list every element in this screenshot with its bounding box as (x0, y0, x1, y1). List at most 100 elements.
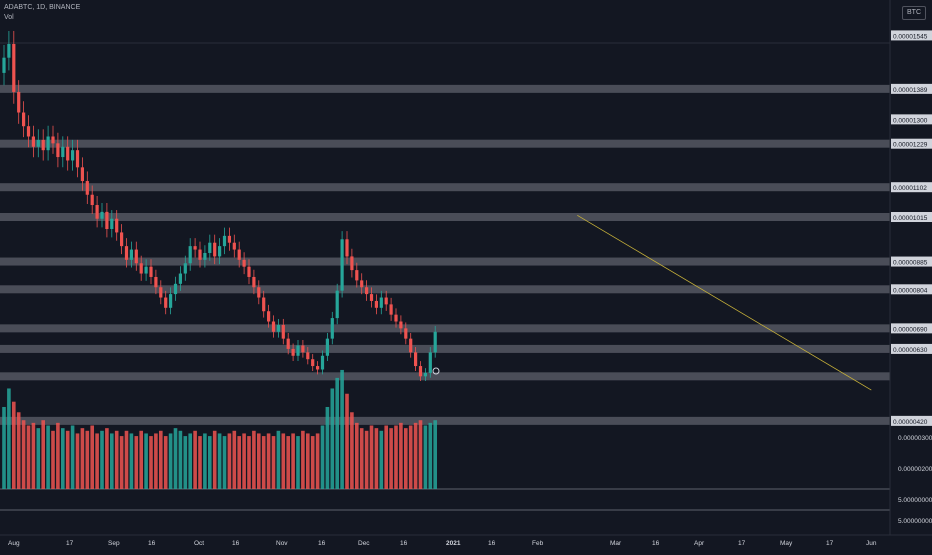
volume-bar (310, 436, 315, 489)
volume-bar (12, 401, 16, 489)
price-label-bg (891, 284, 932, 295)
zone-band (0, 183, 890, 192)
volume-bar (65, 430, 70, 489)
candle-body (360, 280, 364, 288)
chart-legend: ADABTC, 1D, BINANCE Vol (4, 3, 80, 23)
candle-body (330, 318, 334, 339)
volume-bar (208, 436, 212, 489)
candle-body (296, 345, 300, 356)
candle-body (80, 167, 84, 182)
volume-bar (301, 430, 305, 489)
candle-body (320, 355, 325, 370)
candle-body (41, 139, 45, 151)
volume-bar (2, 406, 6, 489)
volume-bar (394, 425, 398, 489)
volume-bar (257, 433, 261, 489)
zone-band (0, 344, 890, 353)
volume-bar (276, 430, 281, 489)
volume-bar (110, 433, 114, 489)
volume-bar (413, 422, 418, 489)
price-axis-label: 0.00000885 (893, 260, 928, 267)
candle-body (90, 194, 94, 206)
volume-bar (389, 428, 393, 489)
candle-body (193, 246, 197, 250)
volume-bar (296, 436, 300, 489)
volume-bar (129, 433, 134, 489)
time-axis-label: 16 (318, 540, 326, 547)
time-axis-label: 16 (400, 540, 408, 547)
symbol-label: ADABTC, 1D, BINANCE (4, 4, 81, 11)
volume-bar (345, 393, 349, 489)
volume-bar (16, 412, 21, 489)
candle-body (286, 338, 290, 349)
candle-body (56, 143, 60, 158)
volume-bar (217, 433, 222, 489)
candle-body (369, 294, 374, 301)
volume-bar (384, 425, 388, 489)
candle-body (75, 150, 80, 168)
candle-body (61, 146, 65, 158)
candle-body (423, 372, 427, 377)
volume-label: Vol (4, 14, 14, 21)
candle-body (222, 235, 227, 247)
price-axis-label: 0.00001102 (893, 185, 927, 192)
volume-bar (340, 369, 344, 489)
candle-body (100, 211, 104, 219)
time-axis-label: Mar (610, 540, 622, 547)
candle-body (31, 136, 35, 147)
candle-body (316, 366, 320, 370)
volume-bar (154, 433, 158, 489)
candle-body (232, 242, 236, 250)
candle-body (433, 331, 437, 353)
volume-bar (374, 428, 379, 489)
time-axis-label: Aug (8, 540, 20, 547)
candle-body (384, 297, 388, 305)
volume-axis-label: 5.00000000 (898, 518, 932, 525)
candle-body (335, 290, 339, 319)
time-axis-label: Jun (866, 540, 877, 547)
volume-bar (56, 422, 60, 489)
candle-body (409, 338, 413, 353)
price-label-bg (891, 138, 932, 149)
volume-bar (134, 436, 139, 489)
price-label-bg (891, 415, 932, 426)
candle-body (154, 276, 158, 288)
candle-body (12, 43, 16, 92)
candle-body (208, 242, 212, 253)
candle-body (144, 266, 148, 274)
candle-body (203, 252, 207, 260)
price-label-bg (891, 343, 932, 354)
volume-bar (271, 436, 276, 489)
candle-body (306, 352, 310, 360)
volume-bar (335, 377, 339, 489)
candle-body (262, 297, 266, 312)
candle-body (325, 338, 329, 356)
currency-badge[interactable]: BTC (902, 6, 926, 20)
candle-body (355, 270, 359, 281)
candle-body (124, 246, 129, 260)
time-axis-label: Feb (532, 540, 544, 547)
candle-body (281, 324, 285, 339)
candle-body (418, 366, 423, 377)
candle-body (267, 311, 271, 322)
candle-body (399, 321, 403, 329)
price-label-bg (891, 114, 932, 125)
candle-body (379, 297, 383, 308)
volume-bar (193, 430, 197, 489)
volume-bar (379, 430, 384, 489)
candle-body (276, 324, 280, 332)
candle-body (394, 314, 398, 322)
volume-bar (95, 433, 99, 489)
candle-body (139, 263, 143, 274)
time-axis-label: Nov (276, 540, 288, 547)
time-axis-label: Sep (108, 540, 120, 547)
candle-body (291, 348, 295, 356)
volume-bar (198, 436, 202, 489)
volume-bar (183, 436, 188, 489)
candle-body (66, 146, 70, 161)
time-axis-label: Apr (694, 540, 705, 547)
volume-bar (306, 433, 310, 489)
candle-body (120, 232, 124, 247)
volume-bar (168, 433, 173, 489)
